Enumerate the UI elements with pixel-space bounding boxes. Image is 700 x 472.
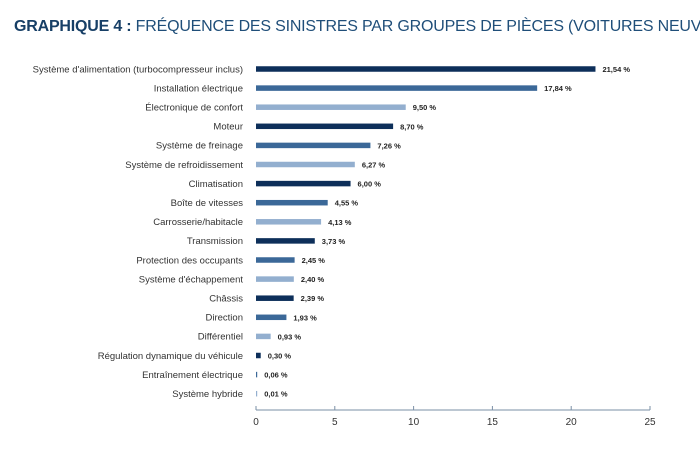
bar — [256, 314, 287, 321]
page-title: GRAPHIQUE 4 : FRÉQUENCE DES SINISTRES PA… — [14, 18, 700, 36]
bar — [256, 161, 355, 168]
value-label: 8,70 % — [400, 122, 424, 131]
category-label: Carrosserie/habitacle — [153, 217, 243, 228]
bar — [256, 257, 295, 263]
category-label: Électronique de confort — [145, 103, 243, 114]
bar — [256, 276, 294, 282]
value-label: 2,40 % — [301, 275, 325, 284]
value-label: 0,01 % — [264, 390, 288, 399]
category-label: Installation électrique — [154, 83, 243, 94]
x-tick-label: 10 — [408, 417, 420, 428]
value-label: 0,93 % — [278, 332, 302, 341]
x-tick-label: 15 — [487, 417, 499, 428]
category-label: Direction — [206, 313, 244, 324]
value-label: 3,73 % — [322, 237, 346, 246]
figure-number: GRAPHIQUE 4 : — [14, 18, 132, 35]
value-label: 0,30 % — [268, 352, 292, 361]
category-label: Moteur — [213, 122, 243, 133]
bar — [256, 85, 538, 91]
category-label: Système hybride — [172, 389, 243, 400]
x-tick-label: 5 — [332, 417, 338, 428]
bars-group: Système d'alimentation (turbocompresseur… — [33, 64, 631, 400]
value-label: 0,06 % — [264, 371, 288, 380]
bar — [256, 238, 315, 244]
category-label: Climatisation — [189, 179, 243, 190]
category-label: Protection des occupants — [136, 255, 243, 266]
figure-title: FRÉQUENCE DES SINISTRES PAR GROUPES DE P… — [135, 18, 700, 35]
bar — [256, 180, 351, 187]
bar — [256, 66, 596, 72]
category-label: Système de freinage — [156, 141, 243, 152]
category-label: Régulation dynamique du véhicule — [98, 351, 243, 362]
category-label: Boîte de vitesses — [171, 198, 244, 209]
category-label: Châssis — [209, 294, 243, 305]
bar — [256, 295, 294, 301]
value-label: 6,00 % — [358, 180, 382, 189]
value-label: 6,27 % — [362, 161, 386, 170]
value-label: 17,84 % — [544, 84, 572, 93]
value-label: 2,39 % — [301, 294, 325, 303]
value-label: 1,93 % — [293, 313, 317, 322]
category-label: Différentiel — [198, 332, 243, 343]
bar — [256, 352, 261, 359]
bar — [256, 123, 394, 130]
x-tick-label: 25 — [644, 417, 656, 428]
category-label: Système d'alimentation (turbocompresseur… — [33, 64, 243, 75]
category-label: Transmission — [187, 236, 243, 247]
bar — [256, 371, 258, 378]
category-label: Système de refroidissement — [125, 160, 243, 171]
value-label: 7,26 % — [377, 141, 401, 150]
x-axis: 0 5 10 15 20 25 — [253, 406, 656, 428]
bar — [256, 199, 328, 206]
value-label: 2,45 % — [302, 256, 326, 265]
bar — [256, 219, 322, 225]
category-label: Système d'échappement — [139, 274, 244, 285]
bar — [256, 333, 271, 340]
x-tick-label: 0 — [253, 417, 259, 428]
bar — [256, 142, 371, 149]
value-label: 4,55 % — [335, 199, 359, 208]
x-tick-label: 20 — [566, 417, 578, 428]
bar — [256, 390, 258, 397]
value-label: 21,54 % — [602, 65, 630, 74]
value-label: 9,50 % — [413, 103, 437, 112]
category-label: Entraînement électrique — [142, 370, 243, 381]
bar — [256, 104, 406, 110]
value-label: 4,13 % — [328, 218, 352, 227]
